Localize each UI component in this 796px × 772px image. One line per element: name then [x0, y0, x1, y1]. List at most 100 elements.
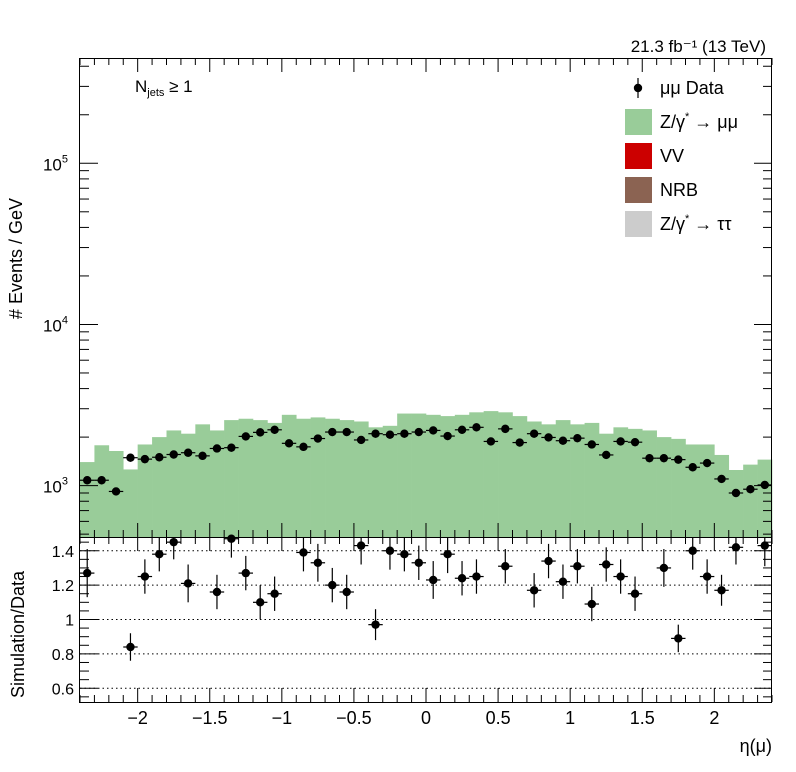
histogram-bar — [339, 420, 355, 537]
y-tick-exponent: 4 — [62, 314, 68, 326]
data-point — [342, 427, 351, 437]
data-point — [573, 433, 582, 443]
histogram-bar — [296, 418, 311, 537]
histogram-bar — [584, 422, 600, 537]
histogram-bar — [368, 427, 384, 537]
data-point — [717, 474, 726, 484]
x-tick-label: −1.5 — [192, 708, 228, 728]
ratio-point — [429, 575, 438, 585]
ratio-point — [717, 586, 726, 595]
data-point — [688, 463, 697, 472]
histogram-bar — [152, 437, 167, 537]
histogram-bar — [685, 444, 701, 537]
ratio-point — [183, 579, 193, 588]
data-point — [83, 476, 92, 485]
histogram-bar — [743, 464, 758, 537]
ratio-point — [674, 634, 683, 643]
y-tick-label: 104 — [43, 314, 68, 335]
data-point — [429, 426, 438, 435]
legend-label: VV — [660, 146, 684, 166]
ratio-points — [80, 534, 772, 661]
ratio-point — [227, 534, 236, 543]
histogram-bar — [469, 412, 484, 537]
histogram-bar — [498, 412, 513, 537]
y-tick-mantissa: 10 — [43, 316, 62, 335]
x-tick-label: −0.5 — [336, 708, 372, 728]
ratio-y-tick-label: 0.6 — [52, 681, 74, 698]
legend-label: NRB — [660, 180, 698, 200]
ratio-point — [414, 558, 423, 567]
ratio-point — [558, 577, 568, 586]
x-axis-label: η(μ) — [740, 736, 772, 756]
x-tick-label: 0.5 — [486, 708, 511, 728]
histogram-bar — [570, 424, 585, 537]
legend-label-rest: → ττ — [689, 214, 731, 234]
ratio-y-axis-label: Simulation/Data — [8, 570, 28, 698]
data-point — [731, 488, 741, 498]
histogram-bar — [440, 416, 456, 537]
histogram-bar — [325, 418, 340, 537]
legend-label-main: Z/γ — [660, 214, 685, 234]
data-point — [645, 453, 654, 463]
data-point — [169, 450, 178, 459]
data-point — [111, 487, 121, 496]
histogram-bar — [281, 414, 297, 537]
data-point — [198, 451, 207, 461]
histogram-bar — [195, 424, 211, 537]
legend-swatch — [625, 143, 652, 169]
histogram-bar — [512, 416, 528, 537]
histogram-bar — [541, 424, 557, 537]
ratio-point — [400, 549, 409, 559]
data-point — [400, 429, 409, 438]
data-point — [183, 448, 193, 457]
main-histogram — [80, 411, 773, 537]
ratio-point — [83, 568, 92, 578]
ratio-y-tick-label: 1.2 — [52, 578, 74, 595]
legend-data-marker — [633, 83, 643, 93]
ratio-point — [529, 586, 539, 595]
category-rest: ≥ 1 — [164, 77, 192, 96]
ratio-point — [169, 537, 178, 547]
y-tick-exponent: 5 — [62, 153, 68, 165]
histogram-bar — [238, 418, 254, 537]
ratio-point — [356, 541, 366, 550]
data-point — [486, 437, 496, 446]
histogram-bar — [599, 433, 614, 537]
histogram-bar — [454, 414, 470, 537]
histogram-bar — [180, 433, 196, 537]
data-point — [602, 450, 611, 460]
histogram-bar — [699, 444, 715, 537]
histogram-bar — [267, 422, 283, 537]
data-point — [126, 453, 135, 462]
data-point — [284, 439, 294, 448]
ratio-point — [270, 589, 279, 598]
histogram-bar — [209, 430, 225, 537]
data-point — [414, 427, 423, 437]
ratio-frame — [79, 537, 772, 703]
data-point — [356, 435, 366, 445]
x-tick-labels: −2 −1.5 −1 −0.5 0 0.5 1 1.5 2 — [127, 708, 719, 728]
histogram-bar — [94, 445, 110, 537]
data-point — [371, 429, 380, 438]
x-tick-label: 1.5 — [630, 708, 655, 728]
ratio-point — [472, 572, 481, 581]
ratio-y-tick-label: 1 — [65, 613, 74, 630]
ratio-point — [688, 546, 697, 555]
histogram-bar — [353, 421, 369, 537]
ratio-ticks — [79, 537, 773, 702]
histogram-bar — [411, 413, 427, 537]
data-point — [501, 424, 510, 434]
ratio-point — [731, 543, 741, 552]
category-sub: jets — [146, 87, 165, 99]
ratio-y-tick-labels: 0.6 0.8 1 1.2 1.4 — [52, 544, 74, 699]
data-point — [212, 444, 222, 453]
legend-swatch — [625, 177, 652, 203]
ratio-point — [212, 587, 222, 597]
data-point — [313, 434, 323, 443]
ratio-point — [573, 562, 582, 571]
data-point — [385, 430, 395, 439]
data-point — [155, 453, 164, 462]
